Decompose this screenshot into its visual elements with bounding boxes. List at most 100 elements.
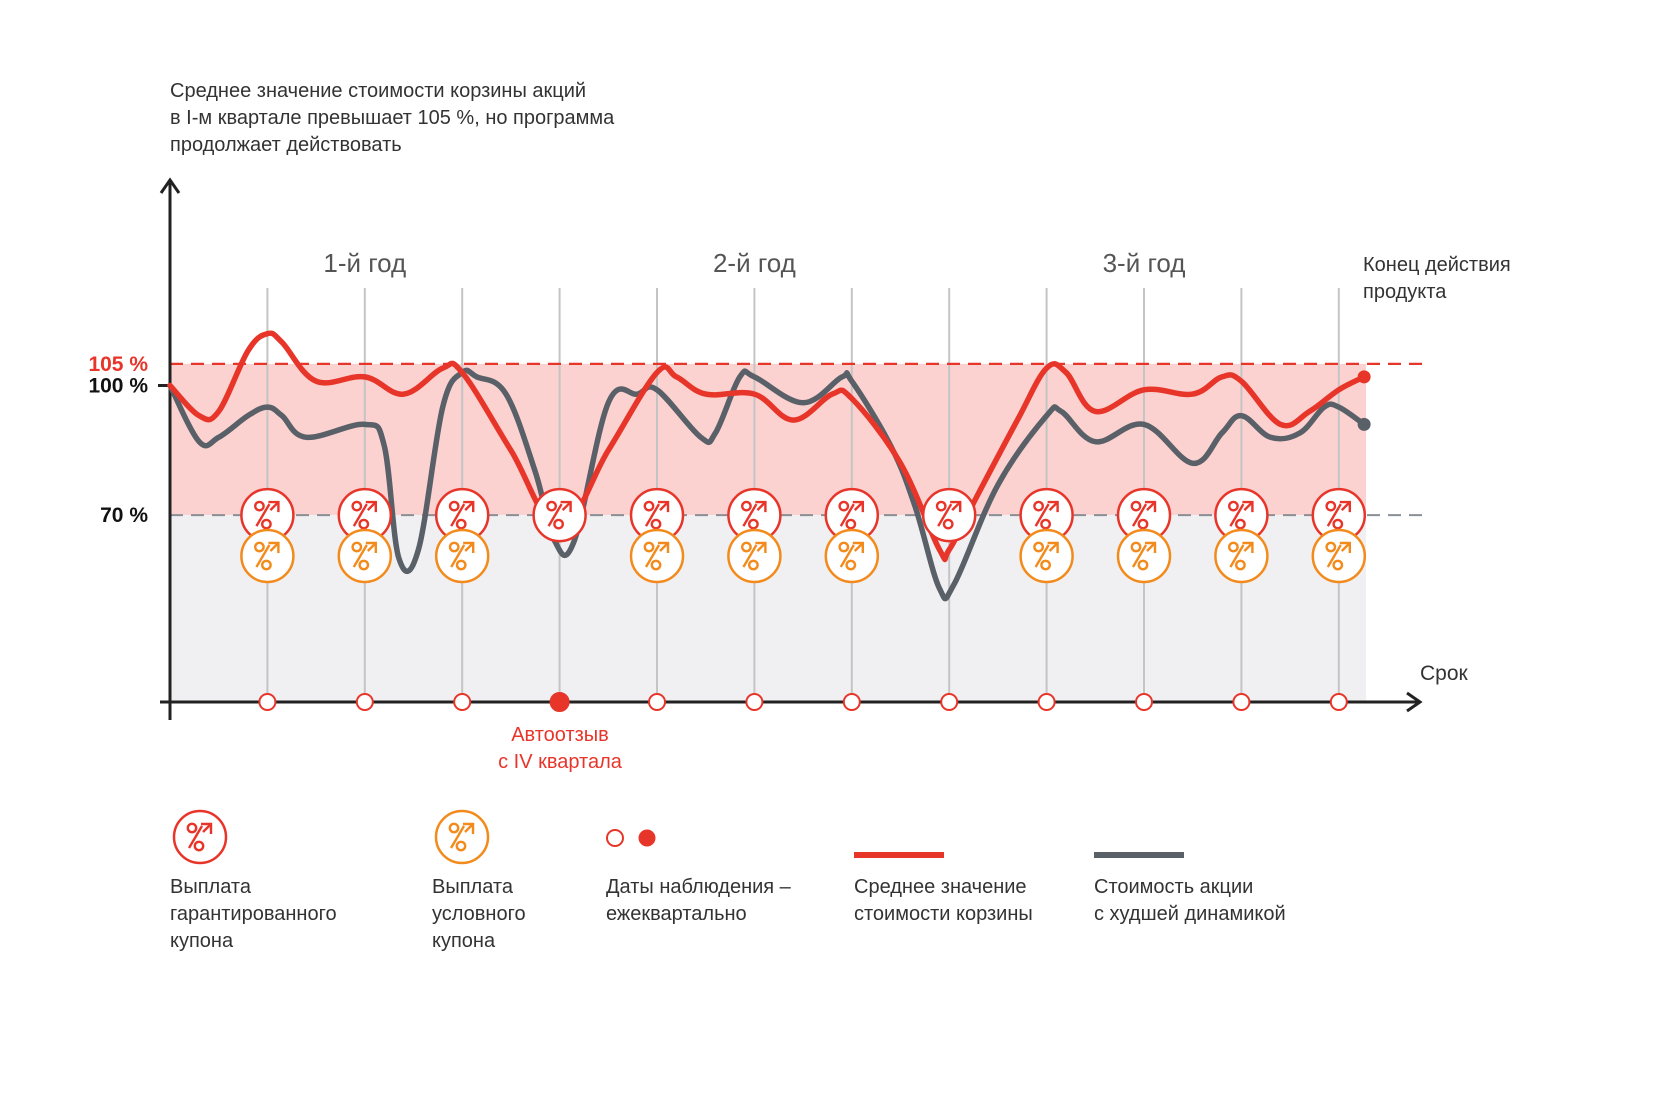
legend-conditional-coupon-icon-dot-b — [455, 840, 467, 852]
guaranteed-coupon-icon-q2-arrow-shaft — [366, 501, 377, 511]
guaranteed-coupon-icon-q11-dot-a — [1228, 500, 1239, 512]
legend-conditional-coupon-icon-ring — [434, 809, 490, 865]
observation-marker-q5 — [648, 693, 666, 711]
year-label-2: 2-й год — [713, 248, 796, 278]
conditional-coupon-icon-q12-slash — [1326, 544, 1342, 568]
conditional-coupon-icon-q10-slash — [1131, 544, 1148, 568]
guaranteed-coupon-icon-q5-dot-a — [643, 500, 655, 512]
conditional-coupon-icon-q2-dot-b — [358, 559, 370, 571]
worst-stock-line-end-point — [1357, 417, 1371, 431]
guaranteed-coupon-icon-q10-slash — [1131, 503, 1148, 527]
conditional-coupon-icon-q7-slash — [839, 544, 855, 568]
guaranteed-coupon-icon-q12-slash — [1326, 503, 1342, 527]
guaranteed-coupon-icon-q2-dot-a — [351, 500, 363, 512]
legend-observation-hollow-dot — [606, 829, 624, 847]
conditional-coupon-icon-q11-dot-a — [1228, 541, 1239, 553]
guaranteed-coupon-icon-q11-dot-b — [1235, 518, 1246, 530]
conditional-coupon-icon-q3-dot-b — [455, 559, 467, 571]
guaranteed-coupon-icon-q3 — [434, 487, 490, 543]
conditional-coupon-icon-q7-dot-a — [838, 541, 850, 553]
guaranteed-coupon-icon-q6-dot-b — [748, 518, 759, 530]
guaranteed-coupon-icon-q8 — [921, 487, 977, 543]
guaranteed-coupon-icon-q10-dot-b — [1137, 518, 1149, 530]
conditional-coupon-icon-q10 — [1116, 528, 1172, 584]
guaranteed-coupon-icon-q8-slash — [937, 503, 953, 527]
guaranteed-coupon-icon-q11 — [1214, 487, 1269, 543]
legend-observation-filled-dot — [638, 829, 656, 847]
conditional-coupon-icon-q2 — [337, 528, 393, 584]
legend-label-worst-stock-line: Стоимость акции с худшей динамикой — [1094, 876, 1286, 925]
legend-conditional-coupon-icon-arrow-shaft — [464, 823, 474, 833]
guaranteed-coupon-icon-q12-arrow-shaft — [1340, 501, 1351, 511]
conditional-coupon-icon-q11-slash — [1229, 544, 1245, 568]
guaranteed-coupon-icon-q5-arrow-shaft — [659, 501, 669, 511]
guaranteed-coupon-icon-q9-arrow-shaft — [1048, 501, 1059, 511]
legend-guaranteed-coupon-icon — [172, 809, 228, 865]
conditional-coupon-icon-q3-dot-a — [448, 541, 460, 553]
guaranteed-coupon-icon-q3-dot-a — [448, 500, 460, 512]
conditional-coupon-icon-q1-arrow-shaft — [269, 542, 280, 552]
guaranteed-coupon-icon-q9-slash — [1034, 503, 1050, 527]
x-axis-arrow — [1406, 691, 1423, 713]
observation-marker-q12 — [1329, 693, 1348, 711]
observation-marker-q9 — [1037, 693, 1056, 711]
conditional-coupon-icon-q11-arrow-shaft — [1243, 542, 1254, 552]
y-tick-label-100: 100 % — [88, 375, 148, 398]
guaranteed-coupon-icon-q5-dot-b — [650, 518, 662, 530]
conditional-coupon-icon-q7 — [824, 528, 880, 584]
guaranteed-coupon-icon-q5 — [629, 487, 685, 543]
legend-guaranteed-coupon-icon-dot-b — [193, 840, 205, 852]
basket-average-line — [167, 330, 1367, 563]
chart-annotation: Среднее значение стоимости корзины акций… — [170, 80, 615, 156]
observation-marker-q3 — [453, 693, 472, 711]
guaranteed-coupon-icon-q7-dot-a — [838, 500, 850, 512]
conditional-coupon-icon-q3-arrow-shaft — [464, 542, 475, 552]
conditional-coupon-icon-q5-dot-b — [650, 559, 662, 571]
guaranteed-coupon-icon-q6-arrow-shaft — [756, 501, 767, 511]
autocall-label: Автоотзыв с IV квартала — [498, 724, 622, 773]
guaranteed-coupon-icon-q10-dot-a — [1130, 500, 1142, 512]
conditional-coupon-icon-q3-slash — [450, 544, 466, 568]
legend-guaranteed-coupon-icon-slash — [187, 825, 204, 849]
x-axis-label: Срок — [1420, 662, 1469, 685]
legend-conditional-coupon-icon-slash — [449, 825, 466, 849]
conditional-coupon-icon-q9-arrow-shaft — [1048, 542, 1059, 552]
legend-label-conditional-coupon: Выплата условного купона — [432, 876, 526, 952]
conditional-coupon-icon-q10-dot-b — [1137, 559, 1149, 571]
conditional-coupon-icon-q1 — [240, 528, 295, 584]
observation-marker-q1 — [258, 693, 277, 711]
legend-guaranteed-coupon-icon-dot-a — [186, 822, 198, 834]
conditional-coupon-icon-q2-arrow-shaft — [366, 542, 377, 552]
guaranteed-coupon-icon-q11-arrow-shaft — [1243, 501, 1254, 511]
conditional-coupon-icon-q9 — [1019, 528, 1074, 584]
conditional-coupon-icon-q6-slash — [742, 544, 758, 568]
year-label-1: 1-й год — [323, 248, 406, 278]
guaranteed-coupon-icon-q4-arrow-shaft — [561, 501, 572, 511]
observation-marker-q6 — [745, 693, 764, 711]
conditional-coupon-icon-q7-dot-b — [845, 559, 857, 571]
conditional-coupon-icon-q12-ring — [1311, 528, 1367, 584]
conditional-coupon-icon-q11 — [1214, 528, 1269, 584]
guaranteed-coupon-icon-q8-arrow-shaft — [951, 501, 962, 511]
legend-label-observation-dates: Даты наблюдения – ежеквартально — [606, 876, 791, 925]
conditional-coupon-icon-q6-dot-a — [741, 541, 752, 553]
guaranteed-coupon-icon-q4-dot-b — [553, 518, 564, 530]
conditional-coupon-icon-q6-arrow-shaft — [756, 542, 767, 552]
legend-label-basket-line: Среднее значение стоимости корзины — [854, 876, 1033, 925]
conditional-coupon-icon-q11-dot-b — [1235, 559, 1246, 571]
conditional-coupon-icon-q5-dot-a — [643, 541, 655, 553]
guaranteed-coupon-icon-q4-slash — [547, 503, 563, 527]
conditional-coupon-icon-q11-ring — [1214, 528, 1269, 584]
conditional-coupon-icon-q5-ring — [629, 528, 685, 584]
guaranteed-coupon-icon-q8-ring — [921, 487, 977, 543]
guaranteed-coupon-icon-q11-slash — [1229, 503, 1245, 527]
conditional-coupon-icon-q3-ring — [434, 528, 490, 584]
guaranteed-coupon-icon-q3-arrow-shaft — [464, 501, 475, 511]
conditional-coupon-icon-q1-dot-a — [253, 541, 265, 553]
conditional-coupon-icon-q12-arrow-shaft — [1340, 542, 1351, 552]
conditional-coupon-icon-q5-arrow-shaft — [659, 542, 669, 552]
observation-marker-q4 — [549, 692, 570, 712]
legend-conditional-coupon-icon-dot-a — [448, 822, 460, 834]
conditional-coupon-icon-q10-arrow-shaft — [1146, 542, 1156, 552]
